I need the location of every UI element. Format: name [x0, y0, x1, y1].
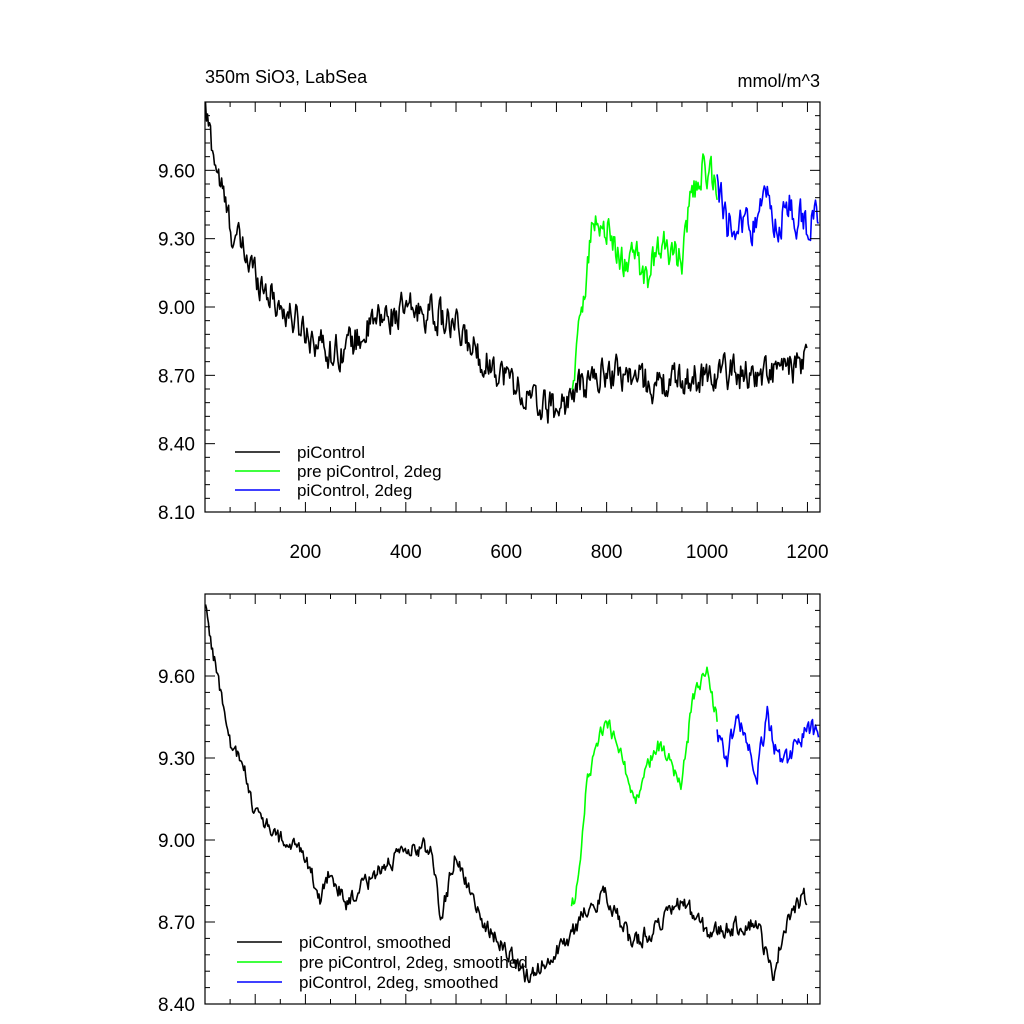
y-tick-label: 9.60	[158, 161, 195, 182]
y-tick-label: 8.40	[158, 435, 195, 456]
panel-top-series	[205, 102, 820, 424]
y-tick-label: 8.70	[158, 366, 195, 387]
legend-label: pre piControl, 2deg	[297, 462, 442, 481]
panel-bottom-series	[205, 604, 820, 984]
x-tick-label: 1000	[686, 542, 728, 563]
x-tick-label: 1200	[786, 542, 828, 563]
legend-label: pre piControl, 2deg, smoothed	[299, 953, 528, 972]
panel-top-title: 350m SiO3, LabSea	[205, 67, 368, 87]
series-line-picontrol	[205, 102, 808, 424]
y-tick-label: 9.00	[158, 831, 195, 852]
legend-label: piControl	[297, 443, 365, 462]
x-tick-label: 800	[591, 542, 623, 563]
series-line-picontrol-smoothed	[205, 604, 808, 984]
series-line-pre-picontrol-2deg-smoothed	[570, 666, 718, 907]
panel-top-units: mmol/m^3	[738, 71, 820, 91]
series-line-picontrol-2deg-smoothed	[716, 705, 820, 785]
legend-label: piControl, 2deg	[297, 481, 412, 500]
series-line-pre-picontrol-2deg	[571, 153, 718, 390]
x-tick-label: 600	[490, 542, 522, 563]
y-tick-label: 9.60	[158, 667, 195, 688]
y-tick-label: 9.30	[158, 230, 195, 251]
y-tick-label: 8.40	[158, 995, 195, 1016]
y-tick-label: 9.00	[158, 298, 195, 319]
y-tick-label: 9.30	[158, 749, 195, 770]
panel-bottom: 9.60 9.30 9.00 8.70 8.40 piControl, smoothed…	[158, 593, 821, 1016]
plot-frame	[204, 593, 821, 1005]
panel-bottom-axes: 9.60 9.30 9.00 8.70 8.40	[158, 593, 821, 1016]
y-tick-label: 8.70	[158, 913, 195, 934]
series-line-picontrol-2deg	[716, 174, 820, 247]
x-tick-label: 400	[390, 542, 422, 563]
x-tick-label: 200	[290, 542, 322, 563]
legend-label: piControl, 2deg, smoothed	[299, 973, 498, 992]
y-tick-label: 8.10	[158, 503, 195, 524]
legend-label: piControl, smoothed	[299, 933, 451, 952]
panel-top-axes: 9.60 9.30 9.00 8.70 8.40 8.10 200 400 600 800 1000…	[158, 101, 829, 563]
panel-top: 350m SiO3, LabSea mmol/m^3 9.60 9.30 9.00 8…	[158, 67, 829, 563]
